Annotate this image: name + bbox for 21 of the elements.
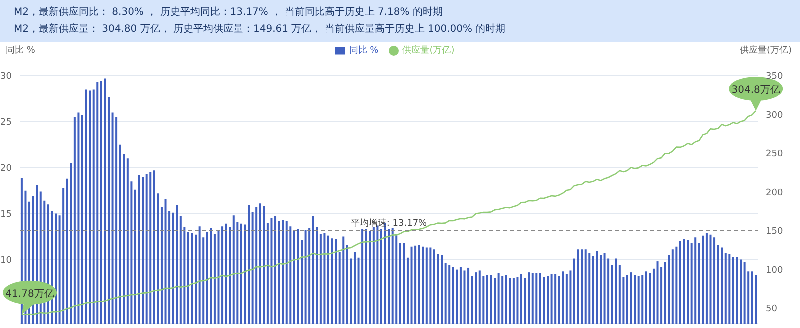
- annotation: 41.78万亿: [6, 288, 54, 300]
- pin-callout: 41.78万亿: [3, 280, 57, 315]
- chart-subtitle: M2，最新供应量： 304.80 万亿， 历史平均供应量：149.61 万亿， 当前供应量高于历史上 100.00% 的时期: [14, 22, 507, 37]
- y2-tick-label: 150: [766, 227, 784, 238]
- y-tick-label: 25: [0, 118, 12, 128]
- y-tick-label: 15: [0, 210, 12, 220]
- ref-line-label: 平均增速: 13.17%: [350, 218, 428, 229]
- y2-tick-label: 50: [766, 304, 778, 315]
- y2-axis-title: 供应量(万亿): [740, 44, 792, 57]
- y2-tick-label: 100: [766, 266, 784, 276]
- legend-label: 同比 %: [349, 46, 379, 56]
- y2-tick-label: 200: [766, 188, 784, 198]
- chart-title: M2，最新供应同比： 8.30% ， 历史平均同比：13.17% ， 当前同比高于历史上 7.18% 的时期: [14, 6, 444, 20]
- annotation: 304.8万亿: [732, 85, 780, 96]
- y-tick-label: 10: [0, 256, 12, 266]
- y2-tick-label: 250: [766, 150, 784, 160]
- y-tick-label: 20: [0, 164, 12, 174]
- y-tick-label: 30: [0, 72, 12, 82]
- legend-label: 供应量(万亿): [402, 46, 455, 56]
- y2-tick-label: 300: [766, 110, 784, 121]
- y-axis-title: 同比 %: [6, 44, 36, 57]
